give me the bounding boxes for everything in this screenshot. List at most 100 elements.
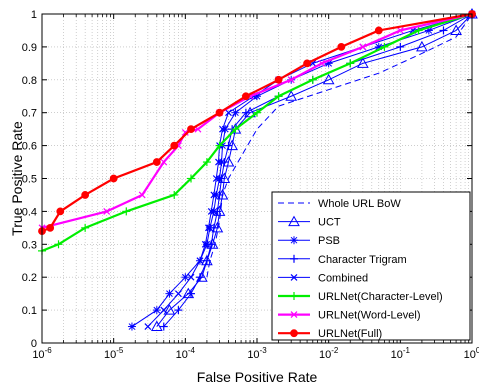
data-point-urlnet-character-level	[414, 26, 423, 35]
legend-label: UCT	[318, 217, 341, 229]
data-point-combined	[160, 306, 168, 314]
data-point-urlnet-full	[337, 43, 346, 51]
data-point-combined	[174, 290, 182, 298]
data-point-combined-stroke	[219, 125, 226, 133]
legend-label: URLNet(Character-Level)	[318, 291, 443, 303]
data-point-psb-stroke	[221, 125, 229, 133]
data-point-urlnet-full	[152, 158, 161, 166]
x-tick-label-base: 10	[391, 349, 403, 361]
x-axis-label: False Positive Rate	[197, 369, 318, 385]
data-point-urlnet-full	[46, 223, 55, 232]
data-point-combined	[144, 323, 152, 330]
legend-marker	[290, 254, 298, 263]
data-point-urlnet-full	[56, 207, 65, 216]
data-point-urlnet-full	[274, 75, 283, 84]
data-point-psb	[127, 322, 136, 331]
data-point-combined-stroke	[160, 306, 168, 314]
data-point-combined-stroke	[144, 323, 152, 330]
data-point-character-trigram	[213, 207, 222, 216]
data-point-character-trigram	[207, 240, 216, 249]
data-point-urlnet-word-level-stroke	[318, 59, 326, 67]
series-line-urlnet-character-level	[41, 12, 473, 252]
data-point-combined	[210, 191, 218, 199]
data-point-urlnet-full	[241, 92, 250, 101]
data-point-psb-stroke	[425, 27, 433, 34]
x-tick-label-exponent: -5	[116, 346, 124, 355]
data-point-urlnet-word-level-stroke	[396, 27, 404, 34]
x-tick-label: 10-3	[247, 346, 267, 361]
data-point-urlnet-word-level	[287, 76, 295, 84]
data-point-urlnet-full	[81, 191, 90, 199]
data-point-combined-stroke	[201, 240, 209, 248]
data-point-uct	[450, 24, 462, 35]
y-tick-label: 0.8	[22, 75, 37, 87]
y-tick-label: 0	[31, 338, 37, 350]
data-point-uct	[322, 73, 335, 85]
data-point-character-trigram	[241, 108, 250, 117]
x-tick-label-base: 10	[319, 349, 331, 361]
data-point-urlnet-word-level-stroke	[160, 158, 168, 166]
data-point-urlnet-full	[170, 141, 179, 150]
x-tick-label-exponent: -3	[260, 346, 268, 355]
data-point-psb-stroke	[232, 109, 239, 117]
data-point-character-trigram	[217, 174, 226, 183]
data-point-character-trigram	[396, 42, 405, 51]
data-point-urlnet-character-level	[253, 108, 261, 117]
data-point-urlnet-word-level-stroke	[287, 76, 295, 84]
legend-marker	[288, 215, 300, 227]
data-point-urlnet-character-level	[308, 75, 317, 84]
data-point-uct	[285, 90, 298, 101]
data-point-psb-stroke	[128, 323, 136, 330]
data-point-character-trigram	[174, 306, 183, 315]
x-tick-label-exponent: 0	[476, 346, 479, 355]
series-line-urlnet-word-level	[41, 12, 473, 229]
x-tick-label: 10-5	[104, 346, 124, 361]
x-tick-label-base: 10	[104, 349, 116, 361]
data-point-combined-stroke	[196, 257, 204, 265]
data-point-urlnet-character-level	[274, 92, 283, 101]
data-point-urlnet-word-level	[103, 207, 111, 215]
x-tick-label-base: 10	[176, 349, 188, 361]
data-point-uct	[357, 57, 369, 68]
y-tick-label: 0.6	[22, 141, 37, 153]
data-point-combined-stroke	[187, 273, 195, 281]
data-point-urlnet-word-level	[318, 59, 326, 67]
data-point-character-trigram	[195, 273, 204, 282]
x-tick-label: 10-2	[319, 346, 339, 361]
legend-label: URLNet(Word-Level)	[318, 310, 421, 322]
y-tick-label: 0.5	[22, 174, 37, 186]
y-tick-label: 0.2	[22, 272, 37, 284]
data-point-character-trigram	[215, 190, 224, 199]
data-point-urlnet-word-level	[160, 158, 168, 166]
data-point-character-trigram	[220, 158, 229, 167]
x-tick-label: 10-6	[32, 346, 52, 361]
data-point-psb	[152, 306, 161, 315]
legend-label: Character Trigram	[318, 254, 407, 266]
series-urlnet-character-level	[38, 10, 476, 255]
data-point-urlnet-word-level-stroke	[103, 207, 111, 215]
legend-marker-stroke	[290, 236, 298, 244]
legend-label: URLNet(Full)	[318, 328, 382, 340]
data-point-urlnet-word-level	[396, 27, 404, 34]
legend-marker	[290, 311, 298, 319]
y-tick-label: 0.3	[22, 239, 37, 251]
data-point-urlnet-word-level	[138, 191, 146, 199]
data-point-urlnet-word-level	[359, 43, 367, 51]
data-point-combined-stroke	[215, 158, 222, 166]
legend-label: PSB	[318, 235, 340, 247]
y-tick-label: 0.1	[22, 305, 37, 317]
legend-marker	[290, 236, 298, 245]
data-point-combined-stroke	[309, 59, 317, 67]
data-point-combined	[207, 207, 215, 215]
x-tick-label-exponent: -2	[331, 346, 339, 355]
legend-box	[271, 191, 471, 341]
y-axis-label: True Positive Rate	[9, 121, 25, 236]
y-tick-label: 1	[31, 9, 37, 21]
data-point-urlnet-word-level-stroke	[359, 43, 367, 51]
data-point-combined	[219, 125, 226, 133]
data-point-combined-stroke	[212, 175, 220, 182]
data-point-urlnet-character-level	[54, 240, 63, 249]
data-point-combined	[196, 257, 204, 265]
legend-marker	[290, 292, 298, 300]
data-point-combined-stroke	[210, 191, 218, 199]
